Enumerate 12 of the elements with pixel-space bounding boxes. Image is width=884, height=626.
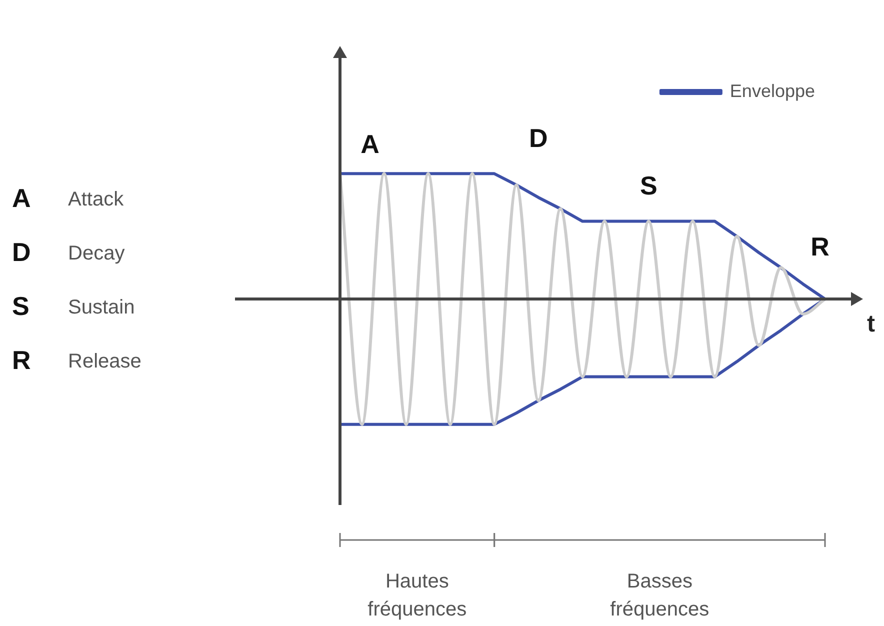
text: A Attack [12,183,124,214]
annotation: S [640,170,658,200]
text: D [529,122,548,153]
text: R Release [12,345,142,376]
text: D Decay [12,237,125,268]
text: Hautes fréquences [368,570,467,621]
text: A [360,128,380,159]
x-axis-title: t [867,310,875,338]
text: Basses fréquences [610,570,710,621]
text: S Sustain [12,291,135,322]
legend-label: Enveloppe [730,80,816,101]
annotation: R [810,231,830,262]
